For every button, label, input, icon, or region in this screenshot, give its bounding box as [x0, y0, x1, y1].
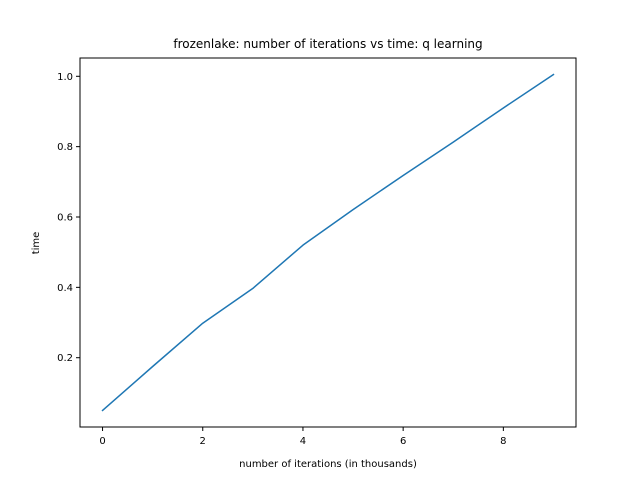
y-tick-label: 0.6 — [57, 212, 73, 223]
x-axis-label: number of iterations (in thousands) — [239, 459, 417, 470]
y-axis-ticks: 0.2 0.4 0.6 0.8 1.0 — [57, 72, 80, 364]
x-axis-ticks: 0 2 4 6 8 — [99, 427, 507, 447]
series-line — [101, 73, 555, 412]
y-axis-label: time — [31, 232, 42, 255]
y-tick-label: 0.2 — [57, 353, 73, 364]
axes-frame — [79, 57, 577, 428]
y-tick-label: 1.0 — [57, 72, 73, 83]
x-tick-label: 8 — [500, 436, 506, 447]
y-tick-label: 0.8 — [57, 142, 73, 153]
x-tick-label: 4 — [300, 436, 306, 447]
x-tick-label: 0 — [99, 436, 105, 447]
chart-title: frozenlake: number of iterations vs time… — [173, 37, 482, 51]
x-tick-label: 2 — [200, 436, 206, 447]
plot-area — [101, 73, 555, 412]
y-tick-label: 0.4 — [57, 283, 73, 294]
x-tick-label: 6 — [400, 436, 406, 447]
